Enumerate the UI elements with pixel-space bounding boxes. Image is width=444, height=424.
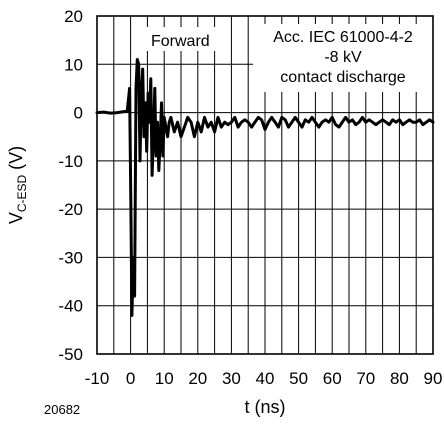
x-tick-label: 70 (356, 369, 375, 388)
y-tick-label: -10 (58, 152, 83, 171)
y-axis-label-subscript: C-ESD (15, 174, 29, 212)
standard-annotation-line1: Acc. IEC 61000-4-2 (273, 29, 413, 46)
x-tick-label: 30 (222, 369, 241, 388)
x-axis-label: t (ns) (244, 397, 285, 417)
x-tick-label: 10 (155, 369, 174, 388)
y-tick-label: -20 (58, 200, 83, 219)
y-tick-label: -30 (58, 248, 83, 267)
x-tick-label: -10 (85, 369, 110, 388)
x-tick-label: 20 (188, 369, 207, 388)
y-axis-label-main: V (6, 212, 26, 224)
mode-label-background (146, 27, 228, 51)
x-tick-label: 40 (256, 369, 275, 388)
x-tick-label: 60 (323, 369, 342, 388)
standard-annotation-line2: -8 kV (324, 49, 362, 66)
tick-labels: -10 0 10 20 30 40 50 60 70 80 90 -50 -40 -30 -20 -10 0 10… (58, 7, 442, 388)
y-tick-label: 10 (64, 55, 83, 74)
y-tick-label: 0 (74, 104, 83, 123)
y-tick-label: 20 (64, 7, 83, 26)
figure-number: 20682 (44, 402, 80, 417)
standard-annotation-line3: contact discharge (280, 69, 406, 86)
y-tick-label: -40 (58, 297, 83, 316)
x-tick-label: 90 (424, 369, 443, 388)
standard-label-background (253, 24, 433, 92)
y-tick-label: -50 (58, 345, 83, 364)
y-axis-label-unit: (V) (6, 146, 26, 175)
y-axis-label: VC-ESD (V) (6, 146, 29, 224)
series-line (95, 58, 435, 317)
series-layer (95, 58, 435, 317)
mode-annotation: Forward (151, 33, 210, 50)
plot-frame (96, 15, 434, 355)
x-tick-label: 0 (126, 369, 135, 388)
x-tick-label: 80 (390, 369, 409, 388)
x-tick-label: 50 (289, 369, 308, 388)
